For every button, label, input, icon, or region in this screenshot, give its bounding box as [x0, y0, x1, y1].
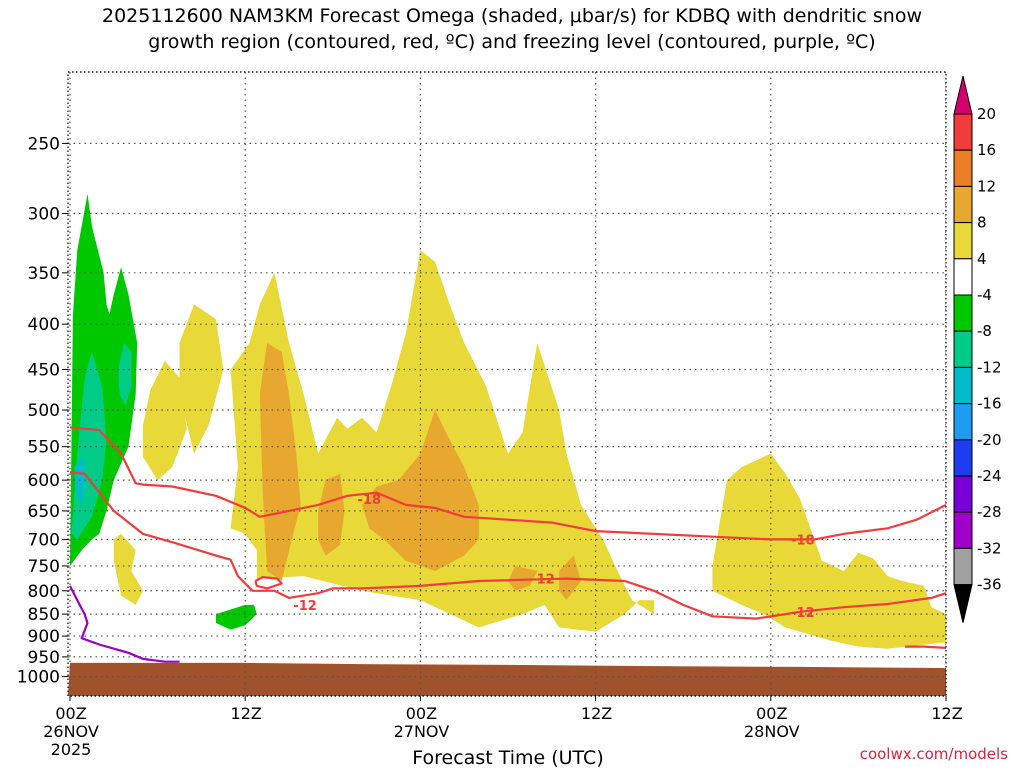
omega-region-4-3: [712, 453, 946, 649]
plot-frame: [67, 71, 947, 697]
y-tick-label: 250: [28, 134, 60, 154]
chart-subtitle: growth region (contoured, red, ºC) and f…: [148, 31, 876, 53]
x-tick-label: 2025: [51, 740, 92, 759]
contour-label: -12: [293, 599, 317, 614]
colorbar-label: -28: [977, 503, 1002, 521]
colorbar-box: [953, 475, 973, 513]
colorbar-box: [953, 403, 973, 441]
omega-region--8-13: [118, 342, 132, 407]
contour--18: [69, 426, 946, 541]
omega-region-4-0: [179, 304, 224, 454]
y-tick-label: 900: [28, 627, 60, 647]
contour-label: -12: [531, 573, 555, 588]
x-tick-label: 00Z: [756, 704, 787, 723]
colorbar-label: -8: [977, 322, 992, 340]
x-tick-label: 26NOV: [43, 722, 99, 741]
colorbar-label: -16: [977, 395, 1002, 413]
colorbar-box: [953, 185, 973, 224]
x-tick-label: 12Z: [231, 704, 262, 723]
contour-label: -12: [791, 606, 815, 621]
omega-region--4-11: [216, 604, 257, 630]
x-tick-label: 00Z: [55, 704, 86, 723]
omega-region-4-4: [113, 533, 143, 605]
y-tick-label: 450: [28, 360, 60, 380]
colorbar-box: [953, 439, 973, 477]
colorbar-label: -4: [977, 286, 992, 304]
colorbar-box: [953, 258, 973, 296]
x-tick-label: 27NOV: [394, 722, 450, 741]
x-tick-label: 28NOV: [744, 722, 800, 741]
omega-region-8-6: [318, 473, 345, 556]
colorbar-label: 4: [977, 250, 987, 268]
omega-region--12-14: [74, 457, 87, 505]
omega-region-8-5: [259, 342, 301, 581]
contour--12-small-loop: [254, 576, 283, 590]
contour-label: -18: [791, 533, 815, 548]
colorbar-label: 16: [977, 141, 996, 159]
y-tick-label: 750: [28, 557, 60, 577]
colorbar-box: [953, 294, 973, 332]
colorbar-label: -24: [977, 467, 1002, 485]
y-tick-label: 650: [28, 502, 60, 522]
x-axis-title: Forecast Time (UTC): [412, 747, 603, 768]
x-tick-label: 00Z: [406, 704, 437, 723]
colorbar-box: [953, 547, 973, 586]
chart-title: 2025112600 NAM3KM Forecast Omega (shaded…: [102, 5, 922, 27]
terrain-fill: [68, 662, 946, 696]
colorbar-box: [953, 149, 973, 187]
y-tick-label: 600: [28, 471, 60, 491]
y-tick-label: 300: [28, 205, 60, 225]
plot-area: -18 -18 -12 -12 -12: [68, 72, 946, 696]
omega-region-8-8: [508, 566, 538, 591]
colorbar-box: [953, 511, 973, 549]
colorbar-top-triangle: [953, 75, 973, 115]
colorbar-label: 12: [977, 177, 996, 195]
y-tick-label: 950: [28, 648, 60, 668]
colorbar-box: [953, 113, 973, 151]
colorbar-label: -12: [977, 358, 1002, 376]
y-tick-label: 700: [28, 530, 60, 550]
colorbar-box: [953, 222, 973, 260]
contour--12: [69, 471, 946, 620]
y-tick-label: 550: [28, 438, 60, 458]
y-tick-label: 1000: [17, 668, 60, 688]
colorbar-label: 20: [977, 105, 996, 123]
site-credit: coolwx.com/models: [859, 745, 1008, 763]
y-tick-label: 500: [28, 401, 60, 421]
colorbar-label: -36: [977, 576, 1002, 594]
x-tick-label: 12Z: [931, 704, 962, 723]
colorbar-label: -32: [977, 539, 1002, 557]
y-tick-label: 850: [28, 605, 60, 625]
omega-region-4-2: [143, 360, 187, 481]
colorbar-box: [953, 366, 973, 405]
colorbar-bottom-triangle: [953, 584, 973, 623]
x-tick-label: 12Z: [581, 704, 612, 723]
colorbar-label: -20: [977, 431, 1002, 449]
contour-freezing-level-0: [69, 585, 180, 663]
y-tick-label: 350: [28, 264, 60, 284]
contour--12-edge: [905, 645, 946, 649]
y-tick-label: 400: [28, 315, 60, 335]
colorbar-box: [953, 330, 973, 368]
contour-label: -18: [358, 493, 382, 508]
y-tick-label: 800: [28, 582, 60, 602]
colorbar-label: 8: [977, 214, 987, 232]
